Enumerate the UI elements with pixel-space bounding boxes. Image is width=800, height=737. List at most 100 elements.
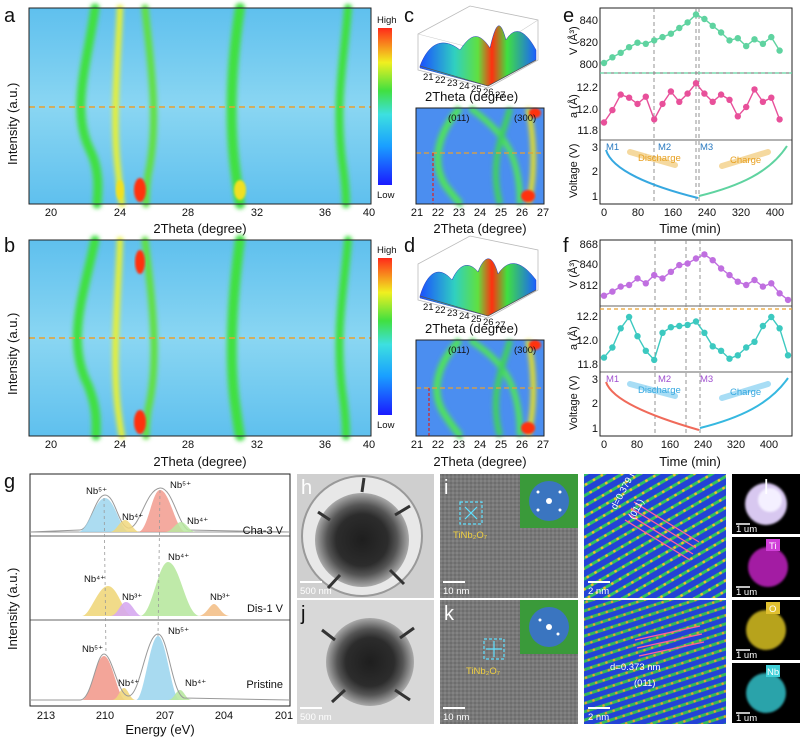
panel-letter: a [4, 5, 16, 27]
data-point [709, 343, 716, 350]
data-point [659, 275, 666, 282]
data-point [634, 100, 641, 108]
xtick: 0 [601, 439, 607, 451]
tem-image-j [297, 600, 434, 724]
discharge-label: Discharge [638, 153, 681, 164]
scale-label: 1 um [736, 587, 757, 598]
xtick: 207 [156, 710, 174, 722]
data-point [642, 280, 649, 287]
data-point [784, 352, 792, 359]
tick-3d: 23 [447, 308, 458, 319]
ytick: 840 [580, 15, 598, 27]
ytick: 12.2 [577, 311, 598, 323]
data-point [625, 313, 633, 321]
data-point [659, 329, 666, 336]
data-point [768, 94, 775, 101]
peak-label: (300) [514, 113, 536, 124]
data-point [692, 80, 700, 87]
data-point [617, 283, 624, 290]
marker-m1: M1 [606, 142, 619, 153]
series-line [603, 13, 781, 64]
data-point [676, 322, 683, 330]
tick-3d: 21 [423, 302, 434, 313]
xlabel-f: Time (min) [659, 454, 721, 469]
ytick: 3 [592, 374, 598, 386]
peak-label: Nb³⁺ [122, 592, 142, 603]
ticks-3d-d: 21 22 23 24 25 26 27 [423, 302, 506, 331]
data-point [676, 98, 683, 106]
f-a-series [600, 313, 792, 364]
data-point [784, 296, 792, 304]
data-point [634, 275, 641, 282]
marker-m3: M3 [700, 142, 713, 153]
xticks-g: 213 210 207 204 201 [37, 710, 293, 722]
data-point [600, 119, 608, 126]
xlabel-b: 2Theta (degree) [153, 454, 246, 469]
xtick: 400 [760, 439, 778, 451]
data-point [759, 40, 767, 47]
ytick: 840 [580, 259, 598, 271]
peak-label: Nb⁴⁺ [84, 574, 105, 585]
xps-labels: Nb⁵⁺ Nb⁴⁺ Nb⁵⁺ Nb⁴⁺ Cha-3 V Nb⁴⁺ Nb³⁺ Nb… [82, 480, 284, 691]
colorbar-low: Low [377, 420, 395, 431]
data-point [759, 322, 767, 330]
element-label: Nb [767, 667, 779, 678]
data-point [642, 40, 649, 47]
plane-label: (011) [634, 678, 655, 689]
marker-m1: M1 [606, 374, 619, 385]
ylabel-b: Intensity (a.u.) [5, 313, 20, 395]
data-point [600, 354, 608, 361]
panel-letter: j [300, 603, 305, 625]
contour-map-b [28, 235, 372, 441]
tick-3d: 27 [495, 90, 506, 101]
data-point [634, 333, 641, 340]
data-point [709, 98, 716, 106]
data-point [609, 344, 616, 351]
data-point [684, 90, 691, 97]
xtick: 36 [319, 439, 331, 451]
xtick: 21 [411, 207, 423, 219]
xtick: 240 [698, 207, 716, 219]
ylabel-f-volt: Voltage (V) [568, 376, 580, 430]
ylabel-f-a: a (Å) [567, 326, 580, 350]
xtick: 320 [732, 207, 750, 219]
data-point [659, 33, 666, 41]
data-point [651, 37, 658, 44]
ytick: 2 [592, 398, 598, 410]
e-v-series [600, 11, 783, 67]
scale-label: 500 nm [300, 586, 332, 597]
tick-3d: 21 [423, 72, 434, 83]
data-point [701, 329, 708, 336]
xtick: 24 [114, 439, 126, 451]
trace-label: Pristine [246, 679, 283, 691]
data-point [600, 292, 608, 299]
plot-e [599, 7, 793, 205]
xtick: 22 [432, 439, 444, 451]
phase-label: TiNb₂O₇ [466, 666, 500, 677]
xtick: 213 [37, 710, 55, 722]
xtick: 40 [363, 439, 375, 451]
ytick: 3 [592, 142, 598, 154]
plot-f [599, 239, 793, 437]
hrtem-image-i [440, 474, 578, 598]
marker-m2: M2 [658, 374, 671, 385]
colorbar-b [378, 258, 392, 415]
series-line [603, 82, 781, 123]
ytick: 820 [580, 37, 598, 49]
data-point [667, 30, 675, 37]
xtick: 80 [631, 439, 643, 451]
surface-3d-c [417, 5, 539, 89]
data-point [625, 44, 633, 51]
data-point [726, 96, 733, 104]
data-point [651, 271, 658, 279]
colorbar-low: Low [377, 190, 395, 201]
lattice-image-k [584, 600, 726, 724]
data-point [768, 33, 775, 41]
data-point [776, 325, 783, 332]
ytick: 12.0 [577, 335, 598, 347]
data-point [751, 36, 758, 43]
trace-label: Dis-1 V [247, 603, 284, 615]
data-point [701, 90, 708, 97]
colorbar-a [378, 28, 392, 185]
